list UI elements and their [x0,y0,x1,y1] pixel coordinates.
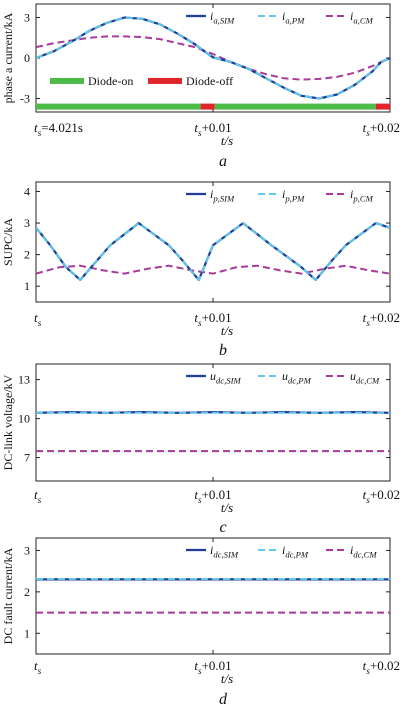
y-tick-label: 0 [24,51,30,65]
series-line-cm [36,35,390,81]
series-line-cm [36,264,390,275]
y-tick-label: 1 [24,626,30,640]
panel-label: c [219,519,226,536]
diode-state-segment [375,103,390,110]
y-tick-label: 2 [24,248,30,262]
x-axis-label: t/s [221,500,233,515]
x-tick-label: ts+0.01 [194,658,231,677]
diode-legend-swatch [50,77,84,84]
y-axis-label: phase a current/kA [1,12,15,103]
legend-label: ip,PM [282,187,305,204]
diode-legend-label: Diode-on [88,74,133,88]
legend-label: udc,SIM [210,369,241,386]
x-tick-label: ts [34,487,42,506]
panel-label: a [219,153,227,170]
x-tick-label: ts+0.02 [363,658,400,677]
x-tick-label: ts+0.02 [363,487,400,506]
diode-legend-label: Diode-off [186,74,233,88]
x-tick-label: ts=4.021s [34,120,83,139]
legend-label: udc,PM [282,369,312,386]
chart-panel-d: 1 2 3 ts ts+0.01 ts+0.02 t/s DC fault current/k… [1,537,400,708]
y-tick-label: 4 [24,184,30,198]
legend-label: ia,PM [282,9,305,26]
legend-label: idc,CM [350,543,377,560]
chart-panel-b: 1 2 3 4 ts ts+0.01 ts+0.02 t/s SUPC/kA b ip,SIM ip,… [1,181,400,359]
legend-label: idc,PM [282,543,309,560]
x-tick-label: ts [34,310,42,329]
x-tick-label: ts+0.01 [194,310,231,329]
x-tick-label: ts+0.02 [363,310,400,329]
x-tick-label: ts+0.02 [363,120,400,139]
y-axis-label: DC-link voltage/kV [1,374,15,470]
x-axis-label: t/s [221,671,233,686]
y-tick-label: 1 [24,279,30,293]
chart-panel-a: -3 0 3 ts=4.021s ts+0.01 ts+0.02 t/s phase a cu… [1,3,400,170]
legend-label: udc,CM [350,369,380,386]
y-tick-label: 3 [24,216,30,230]
y-tick-label: 13 [18,373,30,387]
series-line-pm [36,16,390,100]
x-axis-label: t/s [221,133,233,148]
y-tick-label: 10 [18,412,30,426]
y-tick-label: 7 [24,451,30,465]
x-axis-label: t/s [221,323,233,338]
panel-label: b [219,342,227,359]
y-axis-label: DC fault current/kA [1,547,15,644]
y-tick-label: 3 [24,543,30,557]
legend-label: ip,SIM [210,187,235,204]
diode-state-segment [214,103,376,110]
x-tick-label: ts+0.01 [194,487,231,506]
legend-label: idc,SIM [210,543,239,560]
series-line-sim [36,222,390,281]
chart-panel-c: 7 10 13 ts ts+0.01 ts+0.02 t/s DC-link voltage/… [1,363,400,536]
legend-label: ia,SIM [210,9,235,26]
y-tick-label: 2 [24,585,30,599]
diode-state-segment [36,103,201,110]
x-tick-label: ts [34,658,42,677]
series-line-pm [36,222,390,281]
y-axis-label: SUPC/kA [1,218,15,266]
panel-label: d [219,691,228,708]
legend-label: ia,CM [350,9,374,26]
diode-legend-swatch [148,77,182,84]
y-tick-label: -3 [20,92,30,106]
y-tick-label: 3 [24,11,30,25]
legend-label: ip,CM [350,187,374,204]
diode-state-segment [200,103,215,110]
x-tick-label: ts+0.01 [194,120,231,139]
